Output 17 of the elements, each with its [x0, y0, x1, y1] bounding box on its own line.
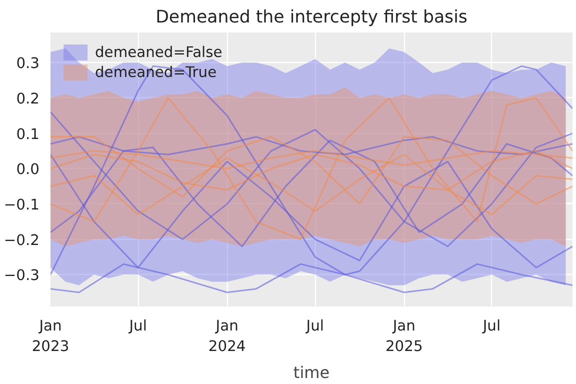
- chart-title: Demeaned the intercepty first basis: [156, 8, 468, 28]
- x-tick-label: Jul: [482, 318, 501, 334]
- x-tick-label: Jul: [128, 318, 147, 334]
- y-tick-label: 0.1: [16, 126, 40, 143]
- x-tick-label: Jan 2025: [385, 318, 423, 355]
- y-tick-label: −0.3: [4, 267, 40, 284]
- legend-label: demeaned=True: [95, 64, 217, 80]
- y-tick-label: −0.1: [4, 196, 40, 214]
- x-tick-label: Jul: [305, 318, 324, 334]
- y-tick-label: 0.0: [16, 161, 40, 178]
- x-axis-title: time: [293, 362, 330, 382]
- x-tick-label: Jan 2024: [208, 318, 246, 355]
- y-tick-label: 0.2: [16, 90, 40, 108]
- y-tick-label: −0.2: [4, 232, 40, 249]
- y-tick-label: 0.3: [16, 55, 40, 72]
- x-tick-label: Jan 2023: [32, 318, 70, 355]
- legend-label: demeaned=False: [95, 44, 222, 60]
